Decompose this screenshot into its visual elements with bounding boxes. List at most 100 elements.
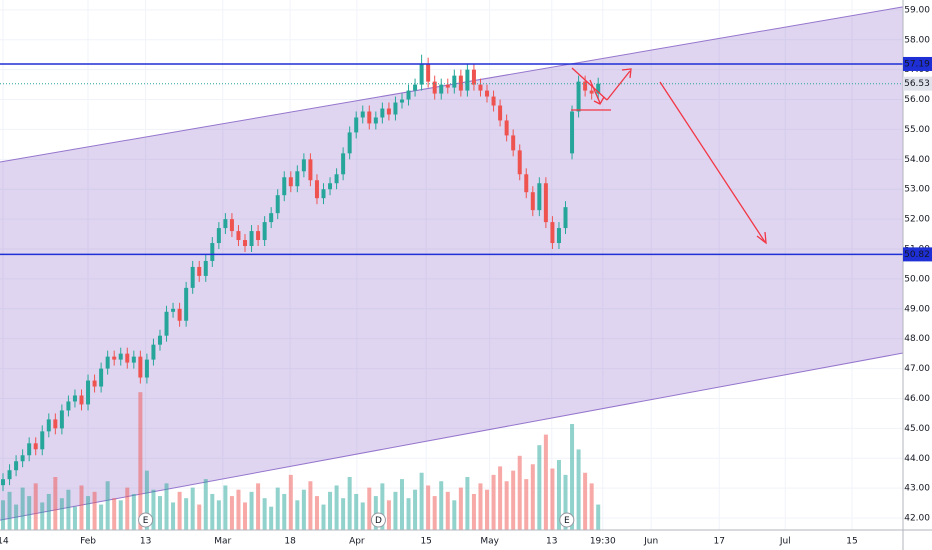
candle-body — [157, 335, 162, 345]
y-tick-label: 44.00 — [904, 454, 930, 464]
candle-body — [288, 177, 293, 187]
volume-bar — [256, 483, 261, 530]
x-tick-label: 19:30 — [590, 537, 616, 547]
candle-body — [399, 99, 404, 103]
candle-body — [118, 353, 123, 360]
candle-body — [66, 401, 71, 411]
volume-bar — [184, 498, 189, 530]
volume-bar — [151, 489, 156, 530]
x-tick-label: 13 — [546, 537, 557, 547]
candle-body — [138, 356, 143, 378]
candle-body — [105, 356, 110, 369]
volume-bar — [465, 477, 470, 530]
event-label: E — [564, 516, 570, 526]
volume-bar — [53, 477, 58, 530]
candle-body — [86, 380, 91, 405]
level-tag — [903, 247, 932, 262]
volume-bar — [59, 498, 64, 530]
channel — [0, 6, 904, 521]
candle-body — [367, 111, 372, 124]
candle-body — [354, 117, 359, 133]
candle-body — [426, 63, 431, 82]
y-tick-label: 56.00 — [904, 95, 930, 105]
volume-bar — [46, 493, 51, 530]
volume-bar — [360, 502, 365, 530]
candle-body — [485, 90, 490, 97]
last-price-label: 56.53 — [904, 79, 930, 89]
candle-body — [511, 135, 516, 151]
candle-body — [524, 174, 529, 193]
volume-bar — [301, 489, 306, 530]
volume-bar — [321, 504, 326, 530]
event-label: E — [143, 516, 149, 526]
candle-body — [498, 105, 503, 121]
volume-bar — [157, 496, 162, 530]
volume-bar — [79, 485, 84, 530]
volume — [1, 392, 601, 530]
candle-body — [504, 120, 509, 136]
volume-bar — [419, 472, 424, 530]
volume-bar — [27, 496, 32, 530]
candle-body — [40, 431, 45, 450]
candle-body — [556, 228, 561, 244]
x-tick-label: 18 — [284, 537, 296, 547]
volume-bar — [413, 489, 418, 530]
y-tick-label: 50.00 — [904, 274, 930, 284]
candle-body — [7, 470, 12, 480]
candle-body — [27, 443, 32, 456]
candle-body — [92, 380, 97, 387]
last-price-tag — [903, 76, 932, 91]
volume-bar — [328, 491, 333, 530]
volume-bar — [164, 483, 169, 530]
arrow-head — [621, 68, 632, 79]
volume-bar — [118, 500, 123, 530]
volume-bar — [197, 504, 202, 530]
volume-bar — [576, 449, 581, 530]
candle-body — [275, 195, 280, 214]
volume-bar — [1, 500, 6, 530]
candle-body — [151, 344, 156, 360]
volume-bar — [229, 496, 234, 530]
candle-body — [596, 83, 601, 94]
candle-body — [406, 90, 411, 100]
candle-body — [144, 359, 149, 378]
volume-bar — [556, 460, 561, 530]
axis-labels: 42.00 43.00 44.00 45.00 46.00 47.00 48.00 49.00… — [0, 5, 932, 547]
volume-bar — [530, 464, 535, 530]
candle-body — [125, 353, 130, 363]
volume-bar — [288, 474, 293, 530]
volume-bar — [524, 479, 529, 530]
y-tick-label: 54.00 — [904, 155, 930, 165]
candle-body — [314, 180, 319, 199]
candle-body — [478, 84, 483, 91]
volume-bar — [171, 502, 176, 530]
candle-body — [563, 207, 568, 229]
candle-body — [301, 159, 306, 172]
volume-bar — [445, 491, 450, 530]
volume-bar — [334, 485, 339, 530]
candle-body — [583, 81, 588, 91]
volume-bar — [491, 474, 496, 530]
volume-bar — [40, 502, 45, 530]
candle-body — [543, 183, 548, 223]
volume-bar — [112, 498, 117, 530]
candle-body — [216, 228, 221, 244]
volume-bar — [583, 472, 588, 530]
volume-bar — [589, 483, 594, 530]
volume-bar — [439, 481, 444, 530]
volume-bar — [406, 498, 411, 530]
channel-fill — [0, 6, 903, 521]
level-tag — [903, 56, 932, 71]
arrow — [659, 81, 766, 243]
candle-body — [79, 395, 84, 405]
volume-bar — [275, 487, 280, 530]
volume-bar — [210, 493, 215, 530]
candle-body — [53, 419, 58, 429]
candle-body — [341, 153, 346, 175]
volume-bar — [452, 500, 457, 530]
volume-bar — [498, 466, 503, 530]
volume-bar — [504, 481, 509, 530]
x-tick-label: 15 — [420, 537, 431, 547]
candle-body — [269, 213, 274, 223]
